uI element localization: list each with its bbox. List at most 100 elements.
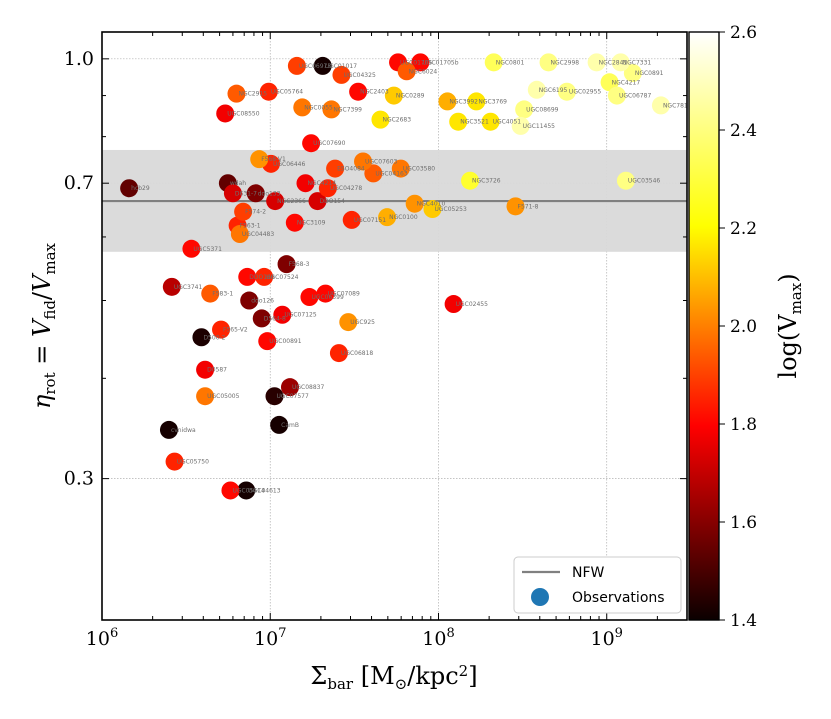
- point-label: UGC11455: [523, 123, 556, 130]
- data-point: [273, 305, 292, 324]
- legend: NFW Observations: [513, 556, 682, 614]
- data-point: [266, 192, 285, 211]
- data-point: [600, 73, 619, 92]
- point-label: UGC05764: [271, 89, 304, 96]
- colorbar-tick-label: 1.6: [730, 513, 757, 533]
- point-label: UGC01017: [325, 63, 358, 70]
- data-point: [616, 171, 635, 190]
- data-point: [611, 53, 630, 72]
- data-point: [287, 56, 306, 75]
- point-label: CamB: [281, 422, 299, 429]
- point-label: UGC00891: [269, 338, 302, 345]
- data-point: [371, 110, 390, 129]
- data-point: [162, 277, 181, 296]
- point-label: F568-V1: [261, 156, 286, 163]
- point-label: UGC04325: [343, 72, 376, 79]
- point-label: NGC3109: [297, 220, 326, 227]
- point-label: NGC2841: [599, 59, 628, 66]
- data-point: [302, 134, 321, 153]
- point-label: UGC925: [350, 319, 375, 326]
- y-axis-label: ηrot = Vfid/Vmax: [28, 242, 59, 409]
- point-label: F565-V2: [223, 327, 248, 334]
- data-point: [196, 387, 215, 406]
- point-label: NGC0055: [304, 104, 333, 111]
- point-label: NGC6024: [409, 68, 438, 75]
- data-point: [378, 208, 397, 227]
- data-point: [461, 171, 480, 190]
- data-point: [313, 56, 332, 75]
- point-label: F583-1: [212, 291, 233, 298]
- data-point: [481, 112, 500, 131]
- data-point: [221, 481, 240, 500]
- data-point: [237, 481, 256, 500]
- point-label: NGC3769: [478, 98, 507, 105]
- point-label: UGC04613: [248, 487, 281, 494]
- point-label: NGC0100: [389, 214, 418, 221]
- colorbar-label: log(Vmax): [774, 273, 805, 378]
- data-point: [391, 159, 410, 178]
- point-label: F571-8: [518, 203, 539, 210]
- point-label: UGC5371: [193, 246, 222, 253]
- data-point: [467, 92, 486, 111]
- point-label: ESO4084: [337, 166, 365, 173]
- data-point: [238, 267, 257, 286]
- point-label: D0587: [207, 367, 227, 374]
- point-label: NGC3992: [449, 98, 478, 105]
- colorbar: [688, 31, 720, 621]
- colorbar-tick-label: 2.0: [730, 317, 757, 337]
- data-point: [511, 116, 530, 135]
- point-label: UGC08699: [526, 106, 559, 113]
- data-point: [201, 284, 220, 303]
- point-label: NGC3521: [460, 119, 489, 126]
- colorbar-ticks: 1.4 1.6 1.8 2.0 2.2 2.4 2.6: [719, 23, 757, 631]
- point-label: UGC07690: [313, 140, 346, 147]
- data-point: [258, 332, 277, 351]
- point-label: UGC06973: [299, 63, 332, 70]
- point-label: F568-3: [289, 261, 310, 268]
- data-point: [397, 62, 416, 81]
- observation-points: [120, 53, 670, 500]
- axis-tick-labels: 106 107 108 109 0.3 0.7 1.0: [64, 48, 623, 650]
- point-label: UGC07125: [284, 312, 317, 319]
- data-point: [339, 313, 358, 332]
- data-point: [252, 309, 271, 328]
- point-labels: hcb29 UGC3741 UGC5371 cvnidwa UGC05750 D500-2…: [131, 59, 692, 494]
- point-label: NGC7814: [663, 102, 692, 109]
- point-label: NGC3726: [472, 178, 501, 185]
- point-label: UGC06787: [619, 93, 652, 100]
- data-point: [342, 210, 361, 229]
- data-point: [277, 255, 296, 274]
- point-label: UGC06818: [341, 350, 374, 357]
- data-point: [318, 179, 337, 198]
- data-point: [423, 200, 442, 219]
- data-point: [411, 53, 430, 72]
- data-point: [212, 320, 231, 339]
- point-label: NGC4217: [612, 79, 641, 86]
- point-label: UGC08550: [227, 110, 260, 117]
- point-label: DDO154: [320, 198, 346, 205]
- point-label: wdah: [230, 180, 246, 187]
- x-tick-label: 106: [86, 626, 118, 650]
- point-label: F563-1: [240, 223, 261, 230]
- y-tick-label: 0.3: [64, 468, 94, 490]
- data-point: [607, 86, 626, 105]
- point-label: NGC0289: [396, 93, 425, 100]
- legend-nfw-label: NFW: [572, 565, 605, 581]
- data-point: [527, 80, 546, 99]
- point-label: UGC07603: [365, 158, 398, 165]
- point-label: ddo133: [258, 190, 281, 197]
- data-point: [506, 197, 525, 216]
- point-label: cvnidwa: [171, 427, 196, 434]
- point-label: UGC07151: [354, 217, 387, 224]
- colorbar-tick-label: 1.8: [730, 415, 757, 435]
- point-label: UGC03546: [628, 178, 661, 185]
- data-point: [587, 53, 606, 72]
- point-label: UGC07524: [266, 274, 299, 281]
- point-label: DDO168: [249, 274, 275, 281]
- point-label: ddo126: [251, 298, 274, 305]
- axis-ticks: [101, 32, 688, 621]
- data-point: [300, 288, 319, 307]
- colorbar-tick-label: 2.4: [730, 121, 757, 141]
- point-label: NGC0891: [635, 70, 664, 77]
- data-point: [384, 86, 403, 105]
